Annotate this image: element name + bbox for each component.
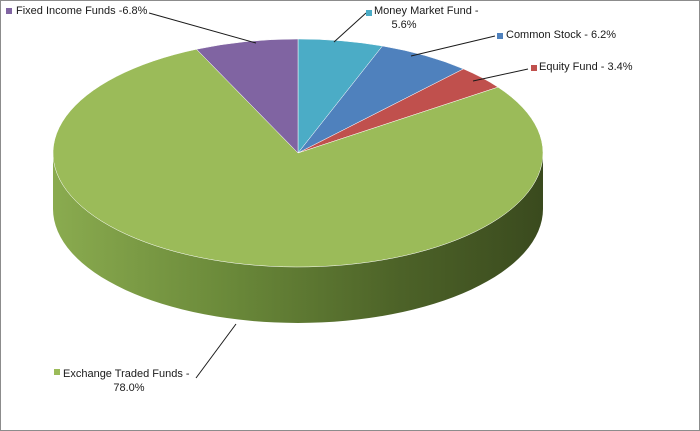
legend-key-exchange-traded-funds [54, 369, 60, 375]
label-text-money-market-fund-1: 5.6% [391, 19, 416, 31]
leader-line-exchange-traded-funds [195, 323, 237, 379]
label-text-money-market-fund-0: Money Market Fund - [374, 5, 479, 17]
data-label-fixed-income-funds: Fixed Income Funds -6.8% [6, 5, 257, 44]
label-text-exchange-traded-funds-0: Exchange Traded Funds - [63, 368, 190, 380]
pie-labels: Money Market Fund - 5.6% Common Stock - 6.… [6, 5, 633, 394]
label-text-equity-fund-0: Equity Fund - 3.4% [539, 61, 633, 73]
leader-line-equity-fund [472, 68, 529, 82]
label-text-fixed-income-funds-0: Fixed Income Funds -6.8% [16, 5, 148, 17]
leader-line-common-stock [410, 35, 496, 57]
pie-tops [52, 38, 544, 268]
legend-key-equity-fund [531, 65, 537, 71]
data-label-common-stock: Common Stock - 6.2% [410, 29, 616, 57]
legend-key-fixed-income-funds [6, 8, 12, 14]
pie-sides [53, 153, 543, 323]
pie-slice-exchange-traded-funds [52, 48, 544, 268]
pie-side-exchange-traded-funds [53, 153, 543, 323]
legend-key-common-stock [497, 33, 503, 39]
data-label-money-market-fund: Money Market Fund - 5.6% [333, 5, 479, 43]
label-text-exchange-traded-funds-1: 78.0% [113, 382, 144, 394]
pie-slice-fixed-income-funds [195, 38, 299, 154]
label-text-common-stock-0: Common Stock - 6.2% [506, 29, 616, 41]
data-label-exchange-traded-funds: Exchange Traded Funds - 78.0% [54, 323, 237, 394]
data-label-equity-fund: Equity Fund - 3.4% [472, 61, 633, 82]
legend-key-money-market-fund [366, 10, 372, 16]
leader-line-money-market-fund [333, 12, 367, 43]
leader-line-fixed-income-funds [148, 12, 257, 44]
